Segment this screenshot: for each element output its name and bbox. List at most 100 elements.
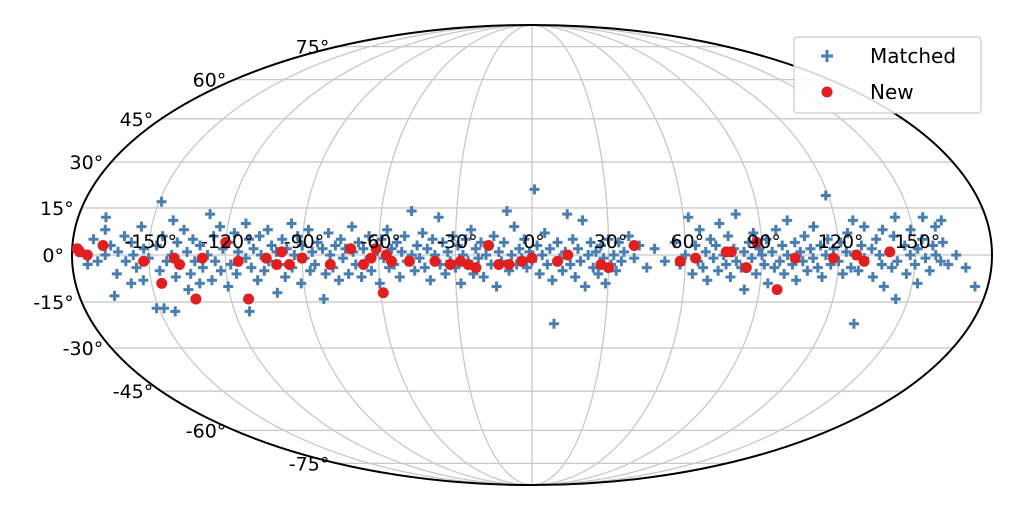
point-new-25 (385, 255, 397, 267)
point-matched-99 (343, 268, 354, 279)
point-matched-105 (358, 243, 369, 254)
point-matched-185 (562, 209, 573, 220)
point-matched-276 (835, 237, 846, 248)
y-tick-label: 30° (70, 152, 104, 174)
point-matched-42 (197, 262, 208, 273)
x-tick-label: -30° (437, 231, 478, 253)
point-matched-69 (266, 240, 277, 251)
point-matched-300 (890, 293, 901, 304)
data-points (71, 184, 981, 329)
point-matched-200 (600, 278, 611, 289)
meridian-120 (531, 24, 840, 486)
point-new-21 (365, 252, 377, 264)
point-matched-100 (346, 221, 357, 232)
point-matched-315 (935, 256, 946, 267)
y-tick-label: -30° (63, 338, 104, 360)
point-matched-269 (816, 272, 827, 283)
y-tick-label: 0° (42, 245, 64, 267)
point-matched-61 (246, 262, 257, 273)
point-matched-9 (111, 268, 122, 279)
point-matched-120 (396, 246, 407, 257)
point-matched-25 (154, 265, 165, 276)
point-matched-217 (683, 212, 694, 223)
point-new-38 (562, 249, 574, 261)
point-matched-95 (333, 275, 344, 286)
point-matched-283 (853, 265, 864, 276)
point-matched-321 (970, 281, 981, 292)
point-matched-29 (168, 215, 179, 226)
point-matched-66 (259, 265, 270, 276)
y-tick-label: -15° (33, 292, 74, 314)
point-matched-125 (409, 265, 420, 276)
point-matched-15 (128, 250, 139, 260)
point-matched-231 (721, 259, 732, 270)
point-matched-91 (323, 227, 334, 238)
point-matched-306 (912, 243, 923, 254)
point-matched-232 (723, 231, 734, 242)
point-matched-4 (100, 212, 111, 223)
point-new-14 (271, 258, 283, 270)
point-matched-201 (603, 234, 614, 245)
point-matched-37 (185, 268, 196, 279)
point-matched-7 (109, 290, 120, 301)
point-matched-137 (440, 268, 451, 279)
point-matched-145 (460, 234, 471, 245)
point-matched-178 (544, 243, 555, 254)
point-new-35 (516, 255, 528, 267)
point-matched-158 (493, 246, 504, 257)
point-matched-238 (739, 246, 750, 257)
point-matched-74 (280, 272, 291, 283)
point-new-16 (283, 258, 295, 270)
point-matched-229 (714, 218, 725, 229)
point-matched-250 (769, 262, 780, 273)
point-matched-87 (312, 237, 323, 248)
point-matched-179 (547, 275, 558, 286)
point-new-47 (751, 236, 763, 248)
point-matched-209 (629, 253, 640, 264)
point-new-15 (276, 246, 288, 258)
point-matched-301 (899, 240, 910, 251)
point-matched-34 (178, 224, 189, 235)
point-matched-251 (770, 224, 781, 235)
point-matched-27 (170, 306, 181, 317)
meridian-150 (531, 24, 916, 486)
point-matched-196 (590, 246, 601, 257)
legend-box (793, 36, 982, 114)
point-new-9 (196, 252, 208, 264)
point-matched-303 (905, 250, 916, 260)
point-matched-5 (100, 224, 111, 235)
point-matched-160 (498, 237, 509, 248)
point-matched-187 (567, 234, 578, 245)
point-matched-169 (521, 262, 532, 273)
point-new-49 (789, 252, 801, 264)
point-matched-175 (537, 250, 548, 260)
point-matched-111 (374, 278, 385, 289)
point-matched-317 (936, 215, 947, 226)
point-matched-11 (119, 231, 130, 242)
point-new-52 (858, 255, 870, 267)
point-matched-287 (848, 318, 859, 329)
point-matched-26 (157, 231, 168, 242)
point-matched-282 (847, 215, 858, 226)
point-matched-43 (205, 209, 216, 220)
point-matched-166 (514, 243, 525, 254)
y-tick-label: -75° (289, 453, 330, 475)
point-new-45 (725, 246, 737, 258)
x-tick-label: 0° (523, 231, 545, 253)
point-new-10 (220, 236, 232, 248)
point-matched-193 (583, 250, 594, 260)
point-matched-3 (92, 256, 103, 267)
point-matched-13 (126, 278, 137, 289)
point-matched-96 (335, 234, 346, 245)
point-matched-265 (808, 253, 819, 264)
point-matched-219 (690, 240, 701, 251)
point-matched-51 (223, 281, 234, 292)
point-matched-236 (730, 209, 741, 220)
point-new-37 (552, 255, 564, 267)
point-new-13 (260, 252, 272, 264)
point-matched-266 (808, 221, 819, 232)
point-matched-206 (616, 256, 627, 267)
point-matched-108 (366, 265, 377, 276)
point-matched-138 (442, 246, 453, 257)
y-tick-label: 15° (40, 198, 74, 220)
